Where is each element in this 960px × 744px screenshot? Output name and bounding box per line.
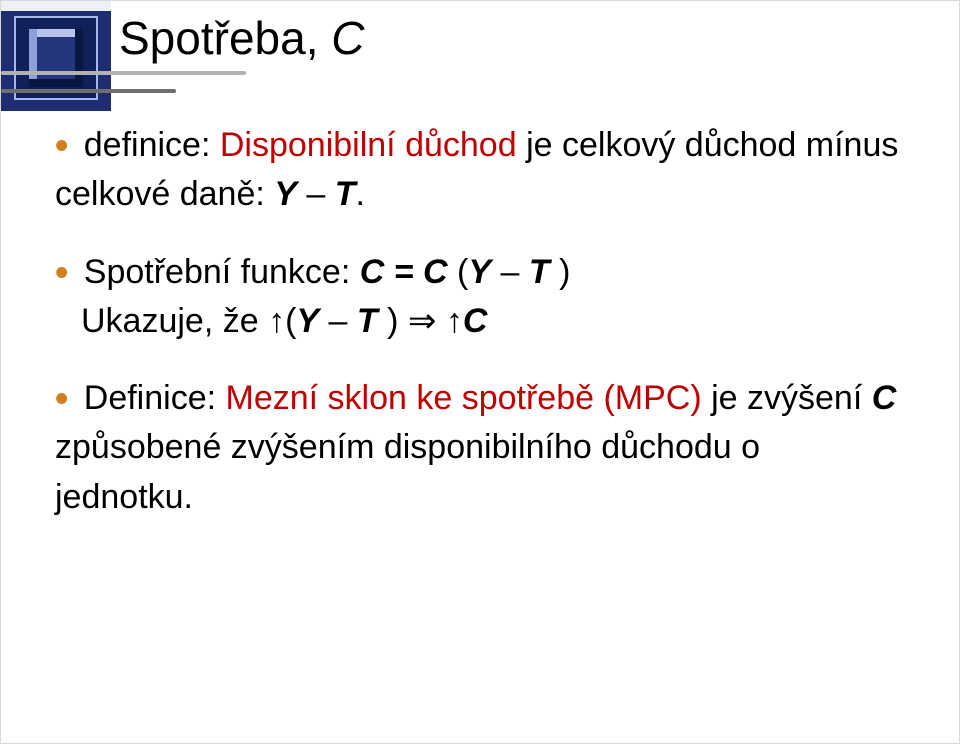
slide-title: Spotřeba, C (119, 11, 365, 65)
bullet-2-Y2: Y (296, 302, 319, 340)
slide: Spotřeba, C • definice: Disponibilní důc… (0, 0, 960, 744)
up-arrow-icon: ↑ (268, 302, 285, 340)
bullet-1-prefix: definice: (84, 126, 220, 164)
bullet-2-line2: Ukazuje, že ↑(Y – T ) ⇒ ↑C (55, 297, 905, 346)
bullet-2-T: T (529, 253, 559, 291)
bullet-1-T: T (335, 175, 356, 213)
logo-image (1, 1, 111, 111)
slide-body: • definice: Disponibilní důchod je celko… (55, 121, 905, 550)
bullet-2-C: C (360, 253, 385, 291)
bullet-3-tail1: je zvýšení (702, 379, 872, 417)
bullet-1: • definice: Disponibilní důchod je celko… (55, 121, 905, 220)
divider-light (1, 71, 246, 75)
bullet-2-Y: Y (468, 253, 491, 291)
bullet-3-mpc: Mezní sklon ke spotřebě (MPC) (226, 379, 702, 417)
bullet-dot-icon: • (55, 254, 68, 292)
up-arrow-icon: ↑ (446, 302, 463, 340)
bullet-2-dash: – (491, 253, 529, 291)
bullet-2-dash2: – (319, 302, 357, 340)
bullet-2-lp2: ( (285, 302, 296, 340)
bullet-2-rp: ) (559, 253, 570, 291)
bullet-2-lp: ( (457, 253, 468, 291)
bullet-3-tail2: způsobené zvýšením disponibilního důchod… (55, 428, 760, 515)
bullet-1-dash: – (297, 175, 335, 213)
bullet-dot-icon: • (55, 380, 68, 418)
bullet-2-C3: C (463, 302, 488, 340)
bullet-3: • Definice: Mezní sklon ke spotřebě (MPC… (55, 374, 905, 522)
bullet-1-Y: Y (274, 175, 297, 213)
title-var: C (331, 12, 364, 64)
implies-icon: ⇒ (398, 302, 445, 340)
bullet-3-def: Definice: (84, 379, 226, 417)
bullet-2-eq: = (384, 253, 423, 291)
title-text: Spotřeba, C (119, 12, 365, 64)
bullet-2-T2: T (357, 302, 387, 340)
bullet-1-period: . (356, 175, 365, 213)
divider-dark (1, 89, 176, 93)
bullet-1-red: Disponibilní důchod (220, 126, 517, 164)
bullet-3-C: C (872, 379, 897, 417)
bullet-2-C2: C (423, 253, 457, 291)
bullet-2-l1a: Spotřební funkce: (84, 253, 360, 291)
title-word: Spotřeba, (119, 12, 331, 64)
bullet-2-rp2: ) (387, 302, 398, 340)
bullet-2: • Spotřební funkce: C = C (Y – T ) Ukazu… (55, 248, 905, 347)
bullet-dot-icon: • (55, 127, 68, 165)
bullet-2-l2a: Ukazuje, že (81, 302, 268, 340)
